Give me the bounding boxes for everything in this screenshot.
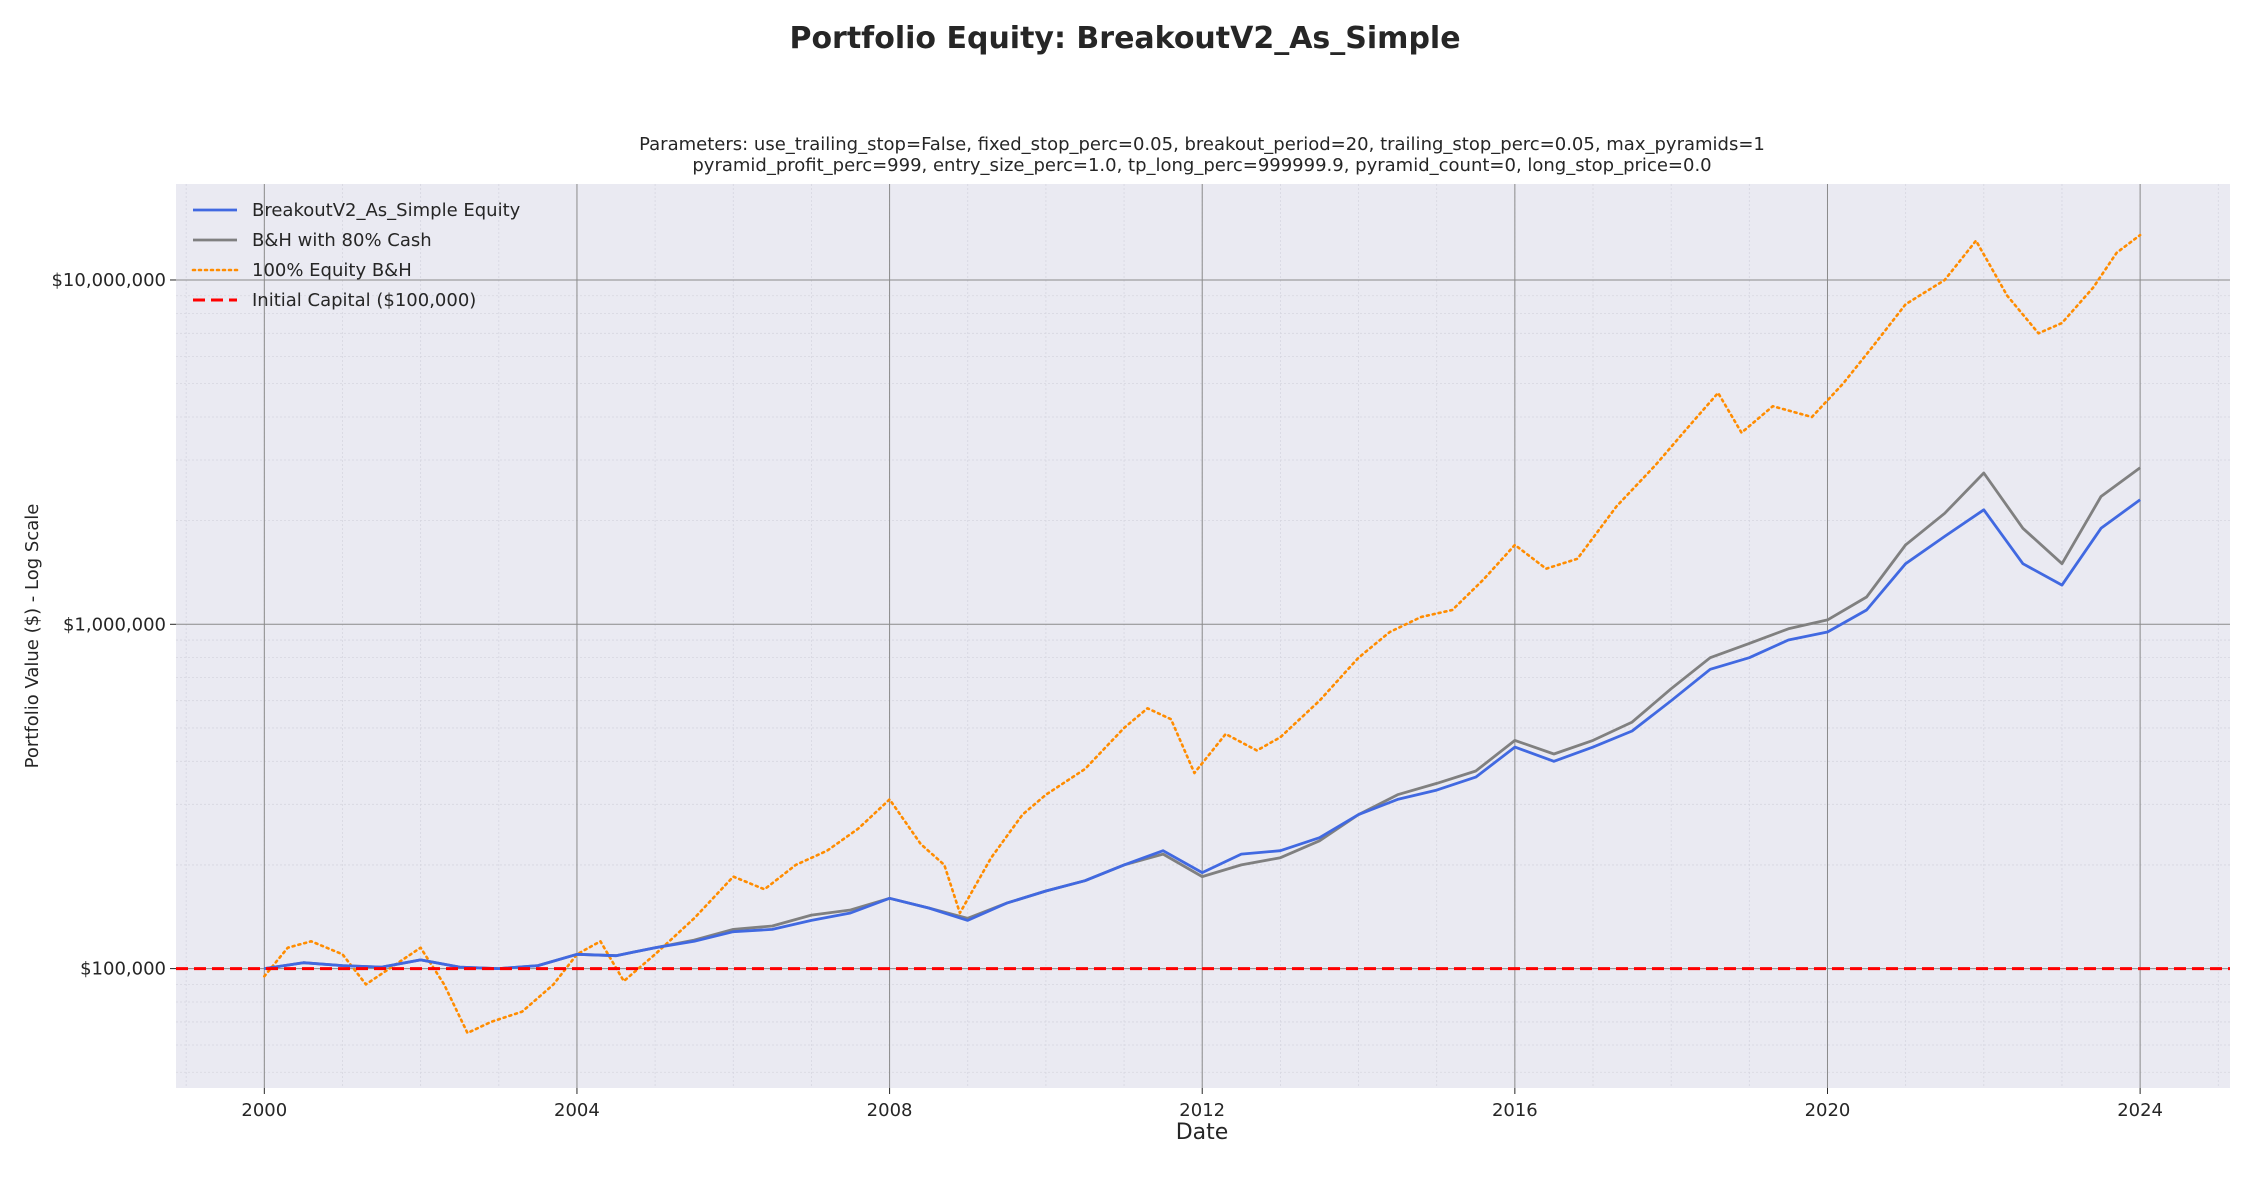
legend-label: BreakoutV2_As_Simple Equity [252, 200, 521, 221]
series-100-equity-bh [263, 233, 2142, 1035]
legend: BreakoutV2_As_Simple Equity B&H with 80% … [191, 200, 521, 311]
legend-label: B&H with 80% Cash [252, 230, 432, 251]
chart-subtitle-line-2: pyramid_profit_perc=999, entry_size_perc… [692, 155, 1711, 176]
y-axis-label: Portfolio Value ($) - Log Scale [22, 504, 43, 769]
x-tick-label: 2000 [241, 1100, 287, 1121]
series-layer [176, 233, 2230, 1035]
legend-label: Initial Capital ($100,000) [252, 290, 476, 311]
x-tick-label: 2004 [554, 1100, 600, 1121]
x-axis-label: Date [1176, 1120, 1229, 1145]
chart-title: Portfolio Equity: BreakoutV2_As_Simple [789, 21, 1460, 56]
y-axis: $100,000 $1,000,000 $10,000,000 [51, 270, 176, 980]
x-tick-label: 2016 [1492, 1100, 1538, 1121]
x-tick-label: 2008 [867, 1100, 913, 1121]
chart-subtitle-line-1: Parameters: use_trailing_stop=False, fix… [639, 134, 1765, 155]
plot-area [176, 184, 2230, 1088]
x-tick-label: 2024 [2117, 1100, 2163, 1121]
y-tick-label: $1,000,000 [63, 614, 166, 635]
y-tick-label: $100,000 [80, 959, 166, 980]
grid [176, 184, 2230, 1088]
x-tick-label: 2020 [1805, 1100, 1851, 1121]
x-axis: 2000 2004 2008 2012 2016 2020 2024 [241, 1088, 2163, 1121]
y-tick-label: $10,000,000 [51, 270, 166, 291]
series-strategy-equity [264, 498, 2141, 970]
legend-label: 100% Equity B&H [252, 260, 412, 281]
x-tick-label: 2012 [1179, 1100, 1225, 1121]
